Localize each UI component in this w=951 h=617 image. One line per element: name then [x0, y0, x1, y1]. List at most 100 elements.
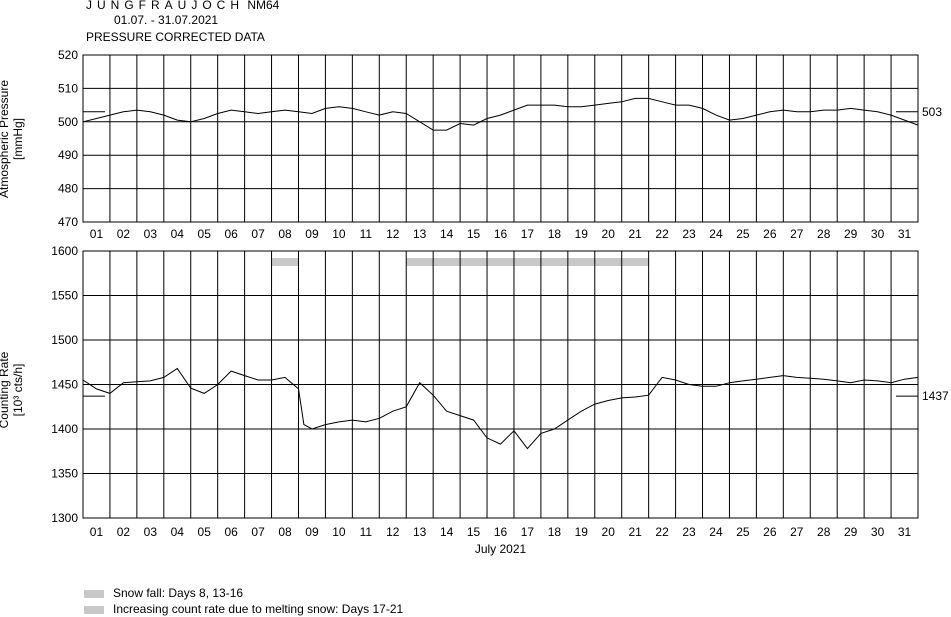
- plot-frame: [82, 54, 919, 223]
- x-tick-label: 13: [413, 525, 427, 539]
- x-tick-label: 23: [682, 525, 696, 539]
- x-tick-label: 05: [198, 227, 212, 241]
- x-tick-label: 15: [467, 227, 481, 241]
- x-tick-label: 29: [844, 227, 858, 241]
- legend-swatch: [84, 605, 104, 614]
- x-tick-label: 17: [521, 525, 535, 539]
- x-tick-label: 30: [871, 227, 885, 241]
- x-tick-label: 16: [494, 227, 508, 241]
- x-tick-label: 03: [144, 227, 158, 241]
- x-tick-label: 07: [251, 525, 265, 539]
- x-tick-label: 17: [521, 227, 535, 241]
- y-tick-label: 510: [58, 81, 78, 95]
- station-code: NM64: [247, 0, 280, 12]
- x-tick-label: 26: [763, 227, 777, 241]
- x-tick-label: 15: [467, 525, 481, 539]
- reference-value-label: 1437: [922, 389, 949, 403]
- x-tick-label: 10: [332, 525, 346, 539]
- x-tick-label: 04: [171, 525, 185, 539]
- x-tick-label: 26: [763, 525, 777, 539]
- x-tick-label: 22: [655, 227, 669, 241]
- x-tick-label: 04: [171, 227, 185, 241]
- x-tick-label: 31: [898, 525, 912, 539]
- period-label: 01.07. - 31.07.2021: [114, 13, 219, 27]
- x-tick-label: 01: [90, 227, 104, 241]
- legend-label: Increasing count rate due to melting sno…: [113, 602, 404, 616]
- x-tick-label: 21: [628, 525, 642, 539]
- x-tick-label: 16: [494, 525, 508, 539]
- y-tick-label: 490: [58, 148, 78, 162]
- x-tick-label: 12: [386, 525, 400, 539]
- x-tick-label: 28: [817, 525, 831, 539]
- data-subtitle: PRESSURE CORRECTED DATA: [86, 30, 265, 44]
- x-tick-label: 10: [332, 227, 346, 241]
- x-tick-label: 09: [305, 525, 319, 539]
- y-tick-label: 520: [58, 48, 78, 62]
- y-tick-label: 1350: [51, 467, 78, 481]
- y-tick-label: 1550: [51, 289, 78, 303]
- x-tick-label: 25: [736, 525, 750, 539]
- x-tick-label: 27: [790, 227, 804, 241]
- x-tick-label: 25: [736, 227, 750, 241]
- x-tick-label: 06: [224, 227, 238, 241]
- y-tick-label: 470: [58, 215, 78, 229]
- station-name: JUNGFRAUJOCH: [86, 0, 244, 12]
- x-tick-label: 03: [144, 525, 158, 539]
- x-tick-label: 29: [844, 525, 858, 539]
- y-axis-unit: [mmHg]: [11, 118, 25, 160]
- x-tick-label: 02: [117, 227, 131, 241]
- x-tick-label: 23: [682, 227, 696, 241]
- x-tick-label: 05: [198, 525, 212, 539]
- x-tick-label: 11: [360, 227, 373, 241]
- y-tick-label: 1600: [51, 244, 78, 258]
- x-tick-label: 12: [386, 227, 400, 241]
- x-tick-label: 09: [305, 227, 319, 241]
- legend-label: Snow fall: Days 8, 13-16: [113, 586, 244, 600]
- x-tick-label: 06: [224, 525, 238, 539]
- y-tick-label: 1450: [51, 378, 78, 392]
- x-tick-label: 08: [278, 227, 292, 241]
- x-tick-label: 20: [602, 227, 616, 241]
- x-tick-label: 11: [360, 525, 373, 539]
- band-increasing-count-rate-due-to-melting-snow: [513, 258, 649, 266]
- x-tick-label: 18: [548, 227, 562, 241]
- legend-item-melting: Increasing count rate due to melting sno…: [84, 602, 403, 616]
- y-axis-unit: [10³ cts/h]: [11, 364, 25, 417]
- y-tick-label: 480: [58, 182, 78, 196]
- x-tick-label: 14: [440, 525, 454, 539]
- y-tick-label: 1400: [51, 422, 78, 436]
- band-snow-fall: [271, 258, 299, 266]
- x-tick-label: 31: [898, 227, 912, 241]
- x-tick-label: 24: [709, 525, 723, 539]
- legend-item-snowfall: Snow fall: Days 8, 13-16: [84, 586, 243, 600]
- x-tick-label: 18: [548, 525, 562, 539]
- x-tick-label: 19: [575, 227, 589, 241]
- x-tick-label: 14: [440, 227, 454, 241]
- x-tick-label: 13: [413, 227, 427, 241]
- x-tick-label: 02: [117, 525, 131, 539]
- x-tick-label: 19: [575, 525, 589, 539]
- x-tick-label: 28: [817, 227, 831, 241]
- legend-swatch: [84, 589, 104, 598]
- x-tick-label: 24: [709, 227, 723, 241]
- x-axis-title: July 2021: [475, 542, 527, 556]
- x-tick-label: 21: [628, 227, 642, 241]
- x-tick-label: 07: [251, 227, 265, 241]
- plot-frame: [82, 250, 919, 519]
- x-tick-label: 01: [90, 525, 104, 539]
- x-tick-label: 27: [790, 525, 804, 539]
- station-title: JUNGFRAUJOCH NM64: [86, 0, 279, 12]
- x-tick-label: 20: [602, 525, 616, 539]
- y-tick-label: 1300: [51, 511, 78, 525]
- y-axis-title: Atmospheric Pressure: [0, 80, 11, 198]
- reference-value-label: 503: [922, 105, 942, 119]
- x-tick-label: 22: [655, 525, 669, 539]
- y-tick-label: 500: [58, 115, 78, 129]
- x-tick-label: 08: [278, 525, 292, 539]
- y-axis-title: Counting Rate: [0, 351, 11, 428]
- y-tick-label: 1500: [51, 333, 78, 347]
- data-series-line: [82, 367, 919, 450]
- x-tick-label: 30: [871, 525, 885, 539]
